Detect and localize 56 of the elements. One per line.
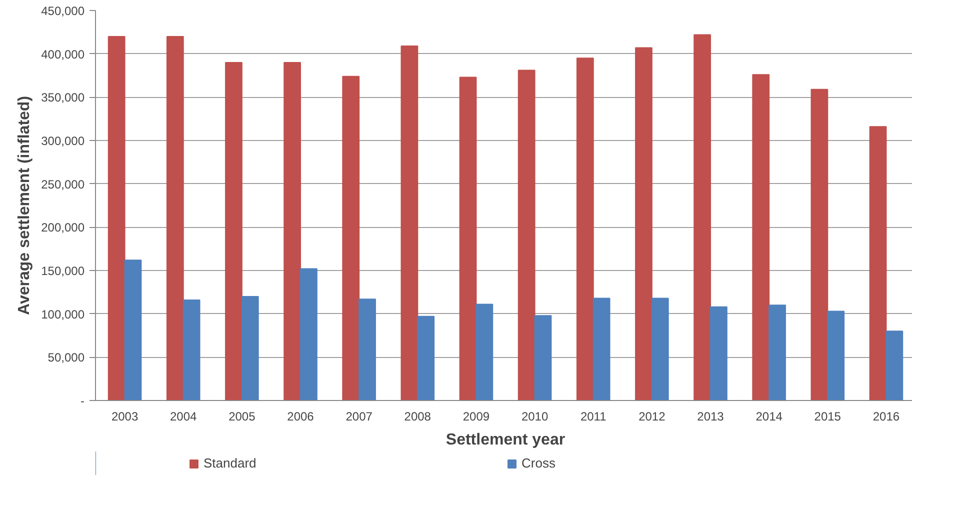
y-tick-label: 50,000 [48,350,85,365]
bar [635,47,652,400]
bar [225,62,242,400]
x-tick-label: 2011 [580,410,607,424]
bar [592,298,610,400]
bar [182,299,200,400]
bar [518,70,536,400]
bar [886,330,904,400]
bar [459,76,477,400]
y-tick-label: 450,000 [41,4,85,18]
x-tick-label: 2012 [638,410,666,424]
bar [576,58,594,400]
bar [358,298,376,400]
y-tick-label: 400,000 [41,47,85,62]
x-tick-label: 2013 [697,410,724,424]
y-tick-label: 300,000 [41,134,85,148]
x-tick-label: 2009 [462,410,490,424]
bar [651,298,669,400]
bar [300,268,318,400]
y-tick-label: 150,000 [41,264,85,278]
x-tick-label: 2003 [111,410,138,424]
bar [417,316,435,400]
x-tick-label: 2005 [228,410,256,424]
x-tick-label: 2014 [756,410,783,424]
bar [124,260,142,400]
y-tick-label: 350,000 [41,90,85,105]
bar [752,74,770,400]
bar [342,76,360,400]
y-tick-label: - [80,394,85,408]
y-tick-label: 200,000 [41,220,85,235]
x-axis-title: Settlement year [446,432,566,448]
x-tick-label: 2004 [170,410,198,424]
bar [241,296,259,400]
bar [284,62,301,400]
bar [534,315,552,400]
y-tick-label: 250,000 [41,177,85,192]
bar [108,36,126,400]
x-tick-label: 2006 [287,410,314,424]
x-tick-label: 2015 [814,410,842,424]
bar [710,306,728,400]
legend-label: Standard [204,456,258,470]
bar [768,304,786,400]
x-tick-label: 2016 [872,410,900,424]
y-axis-title: Average settlement (inflated) [16,96,34,316]
bar [400,46,418,400]
bar [166,36,184,400]
bar [810,88,828,400]
y-tick-label: 100,000 [41,307,85,322]
bar [827,310,845,400]
bar [476,304,494,400]
x-tick-label: 2010 [521,410,548,424]
bar [694,34,711,400]
bar [869,126,887,400]
x-tick-label: 2007 [346,410,373,424]
x-tick-label: 2008 [404,410,432,424]
legend-label: Cross [522,456,556,470]
